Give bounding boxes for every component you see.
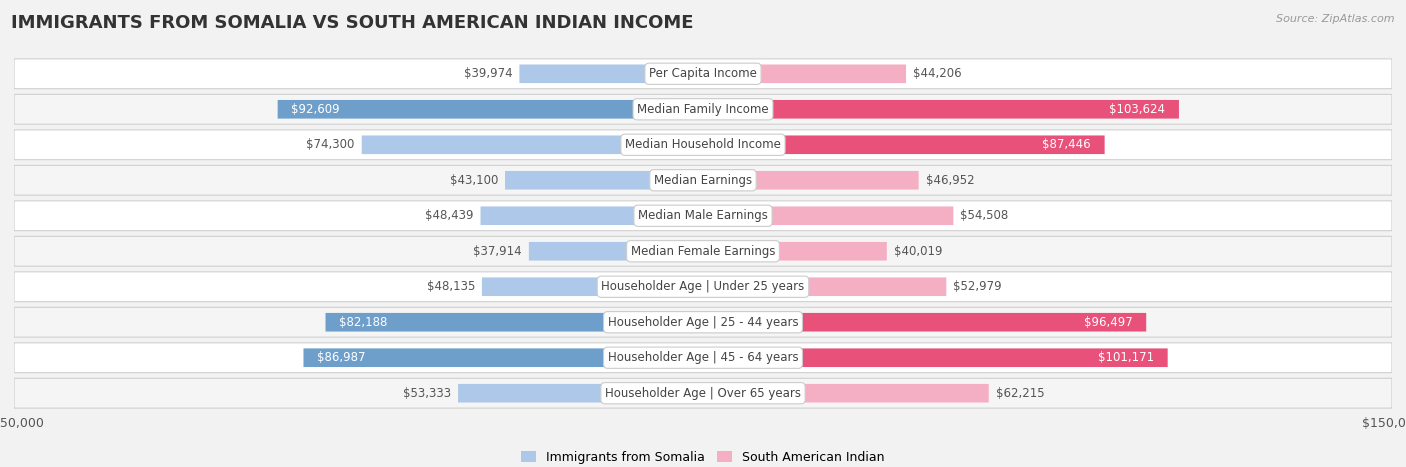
FancyBboxPatch shape: [14, 201, 1392, 231]
FancyBboxPatch shape: [326, 313, 703, 332]
Text: $103,624: $103,624: [1109, 103, 1166, 116]
FancyBboxPatch shape: [14, 94, 1392, 124]
Text: $37,914: $37,914: [474, 245, 522, 258]
FancyBboxPatch shape: [703, 242, 887, 261]
Text: Median Female Earnings: Median Female Earnings: [631, 245, 775, 258]
FancyBboxPatch shape: [361, 135, 703, 154]
Text: Householder Age | Under 25 years: Householder Age | Under 25 years: [602, 280, 804, 293]
FancyBboxPatch shape: [14, 59, 1392, 89]
Text: $92,609: $92,609: [291, 103, 340, 116]
FancyBboxPatch shape: [14, 236, 1392, 266]
Text: $74,300: $74,300: [307, 138, 354, 151]
Text: $54,508: $54,508: [960, 209, 1008, 222]
FancyBboxPatch shape: [14, 165, 1392, 195]
FancyBboxPatch shape: [703, 100, 1180, 119]
FancyBboxPatch shape: [703, 135, 1105, 154]
Text: $43,100: $43,100: [450, 174, 498, 187]
Text: Source: ZipAtlas.com: Source: ZipAtlas.com: [1277, 14, 1395, 24]
Text: $48,135: $48,135: [426, 280, 475, 293]
FancyBboxPatch shape: [519, 64, 703, 83]
FancyBboxPatch shape: [14, 272, 1392, 302]
FancyBboxPatch shape: [505, 171, 703, 190]
FancyBboxPatch shape: [14, 343, 1392, 373]
Text: Median Earnings: Median Earnings: [654, 174, 752, 187]
Text: $53,333: $53,333: [404, 387, 451, 400]
Text: $39,974: $39,974: [464, 67, 513, 80]
FancyBboxPatch shape: [703, 206, 953, 225]
Text: $40,019: $40,019: [894, 245, 942, 258]
Text: Householder Age | 45 - 64 years: Householder Age | 45 - 64 years: [607, 351, 799, 364]
FancyBboxPatch shape: [14, 130, 1392, 160]
Text: Householder Age | Over 65 years: Householder Age | Over 65 years: [605, 387, 801, 400]
FancyBboxPatch shape: [529, 242, 703, 261]
Text: Median Household Income: Median Household Income: [626, 138, 780, 151]
Text: $52,979: $52,979: [953, 280, 1002, 293]
FancyBboxPatch shape: [277, 100, 703, 119]
Text: $62,215: $62,215: [995, 387, 1045, 400]
Text: IMMIGRANTS FROM SOMALIA VS SOUTH AMERICAN INDIAN INCOME: IMMIGRANTS FROM SOMALIA VS SOUTH AMERICA…: [11, 14, 693, 32]
FancyBboxPatch shape: [481, 206, 703, 225]
Legend: Immigrants from Somalia, South American Indian: Immigrants from Somalia, South American …: [516, 446, 890, 467]
Text: Per Capita Income: Per Capita Income: [650, 67, 756, 80]
Text: $44,206: $44,206: [912, 67, 962, 80]
FancyBboxPatch shape: [304, 348, 703, 367]
Text: $101,171: $101,171: [1098, 351, 1154, 364]
FancyBboxPatch shape: [482, 277, 703, 296]
Text: $86,987: $86,987: [318, 351, 366, 364]
Text: Householder Age | 25 - 44 years: Householder Age | 25 - 44 years: [607, 316, 799, 329]
Text: Median Male Earnings: Median Male Earnings: [638, 209, 768, 222]
FancyBboxPatch shape: [458, 384, 703, 403]
FancyBboxPatch shape: [703, 64, 905, 83]
FancyBboxPatch shape: [703, 171, 918, 190]
Text: Median Family Income: Median Family Income: [637, 103, 769, 116]
Text: $87,446: $87,446: [1042, 138, 1091, 151]
Text: $82,188: $82,188: [339, 316, 388, 329]
FancyBboxPatch shape: [703, 277, 946, 296]
FancyBboxPatch shape: [14, 307, 1392, 337]
FancyBboxPatch shape: [703, 384, 988, 403]
Text: $48,439: $48,439: [425, 209, 474, 222]
FancyBboxPatch shape: [703, 313, 1146, 332]
FancyBboxPatch shape: [14, 378, 1392, 408]
Text: $46,952: $46,952: [925, 174, 974, 187]
Text: $96,497: $96,497: [1084, 316, 1132, 329]
FancyBboxPatch shape: [703, 348, 1167, 367]
